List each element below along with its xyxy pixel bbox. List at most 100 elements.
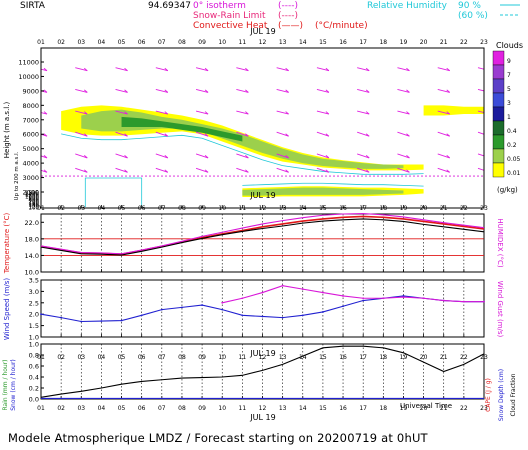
wind-barb-head [164, 111, 169, 115]
wind-barb [397, 153, 410, 159]
wind-barb [75, 131, 88, 137]
wind-barb-head [43, 67, 48, 72]
panel2-point [342, 295, 344, 297]
panel2-ytick-label: 3.0 [29, 288, 39, 296]
panel1-series-2 [40, 213, 485, 255]
panel2-point [140, 314, 143, 317]
cloud-fraction-ylabel: Cloud Fraction [510, 373, 517, 416]
wind-barb [41, 155, 48, 159]
panel3-ytick-label: 0.0 [29, 396, 39, 404]
panel3-series-0 [40, 345, 485, 398]
cloud-ytick-low-label: 100 [29, 206, 40, 212]
wind-barb [397, 88, 410, 93]
wind-barb [41, 169, 48, 173]
hour-top-07: 07 [158, 39, 166, 46]
panel1-ytick-label: 22.0 [25, 219, 39, 227]
wind-barb-head [406, 67, 410, 72]
colorbar-swatch-2 [492, 78, 505, 94]
rain-ylabel: Rain (mm / hour) [2, 359, 9, 410]
snow-ylabel: Snow (cm / hour) [10, 359, 17, 411]
hour-2-18: 18 [379, 205, 387, 212]
wind-barb [276, 88, 289, 93]
hour-bottom-11: 11 [239, 405, 247, 412]
wind-barb [155, 67, 168, 72]
cloud-ytick-low-label: 180 [29, 201, 40, 207]
colorbar-swatch-1 [492, 64, 505, 80]
colorbar-swatch-8 [492, 162, 505, 178]
panel2-series-1 [222, 285, 484, 304]
wind-barb-head [245, 133, 249, 137]
wind-barb-head [446, 133, 451, 137]
wind-barb [155, 131, 168, 137]
hour-bottom-06: 06 [138, 405, 146, 412]
panel3-ytick-label: 0.8 [29, 352, 39, 360]
hour-bottom-22: 22 [460, 405, 468, 412]
hour-top-16: 16 [339, 39, 347, 46]
wind-barb [41, 90, 48, 93]
cloud-ytick-low-label: 1000 [25, 194, 39, 200]
wind-barb-head [164, 89, 169, 93]
wind-barb [75, 167, 88, 173]
hour-bottom-03: 03 [77, 405, 85, 412]
wind-barb [155, 110, 168, 115]
panel2-point [221, 301, 224, 304]
colorbar-swatch-3 [492, 92, 505, 108]
wind-barb [75, 67, 88, 72]
cloud-ytick-low-label: 140 [29, 203, 40, 209]
cloud-layer-5 [242, 187, 404, 196]
wind-barb [75, 110, 88, 115]
wind-barb-head [325, 67, 330, 72]
wind-barb-head [83, 67, 88, 72]
hour-bottom-12: 12 [259, 405, 267, 412]
wind-barb [397, 131, 410, 137]
wind-barb-head [365, 111, 370, 115]
cloud-ytick-low-label: 1500 [25, 191, 39, 197]
hour-top-13: 13 [279, 39, 287, 46]
cloud-ytick-low-label: 160 [29, 202, 40, 208]
wind-barb-head [124, 67, 128, 72]
wind-barb [477, 167, 484, 171]
wind-barb [115, 110, 128, 115]
cloud-ytick-low-label: 120 [29, 204, 40, 210]
wind-barb [316, 67, 330, 72]
wind-barb [316, 167, 330, 173]
cloud-ytick-label: 2000 [22, 189, 39, 197]
wind-barb [437, 167, 450, 173]
wind-barb [236, 88, 249, 93]
hour-bottom-20: 20 [420, 405, 428, 412]
hour-top-03: 03 [77, 39, 85, 46]
temperature-ylabel: Temperature (°C) [3, 213, 11, 275]
panel2-point [362, 299, 365, 302]
hour-bottom-04: 04 [98, 405, 106, 412]
colorbar-label-5: 0.4 [507, 128, 517, 135]
humidex-ylabel: HUMIDEX (°C) [496, 218, 504, 267]
footer-model-text: Modele Atmospherique LMDZ / Forecast sta… [8, 431, 428, 445]
cloud-ytick-low-label: 600 [29, 197, 40, 203]
hour-top-10: 10 [218, 39, 226, 46]
wind-barb [437, 131, 450, 137]
wind-barb-head [487, 155, 490, 158]
wind-barb-head [487, 68, 490, 71]
wind-barb-head [325, 111, 330, 115]
colorbar-label-2: 5 [507, 86, 511, 93]
wind-barb [41, 68, 48, 72]
wind-barb [276, 110, 289, 115]
wind-barb [155, 167, 168, 173]
wind-barb [477, 88, 484, 92]
wind-barb-head [285, 169, 289, 173]
hour-2-05: 05 [118, 205, 126, 212]
hour-2-19: 19 [400, 205, 408, 212]
wind-barb [115, 131, 128, 137]
wind-barb-head [245, 111, 249, 115]
hour-bottom-15: 15 [319, 405, 327, 412]
hour-3-02: 02 [57, 354, 65, 361]
wind-barb [437, 110, 450, 115]
wind-barb [115, 88, 128, 93]
panel2-point [462, 300, 465, 303]
hour-3-15: 15 [319, 354, 327, 361]
wind-barb [115, 167, 128, 173]
hour-top-02: 02 [57, 39, 65, 46]
wind-barb [477, 67, 484, 70]
wind-barb-head [406, 155, 410, 159]
